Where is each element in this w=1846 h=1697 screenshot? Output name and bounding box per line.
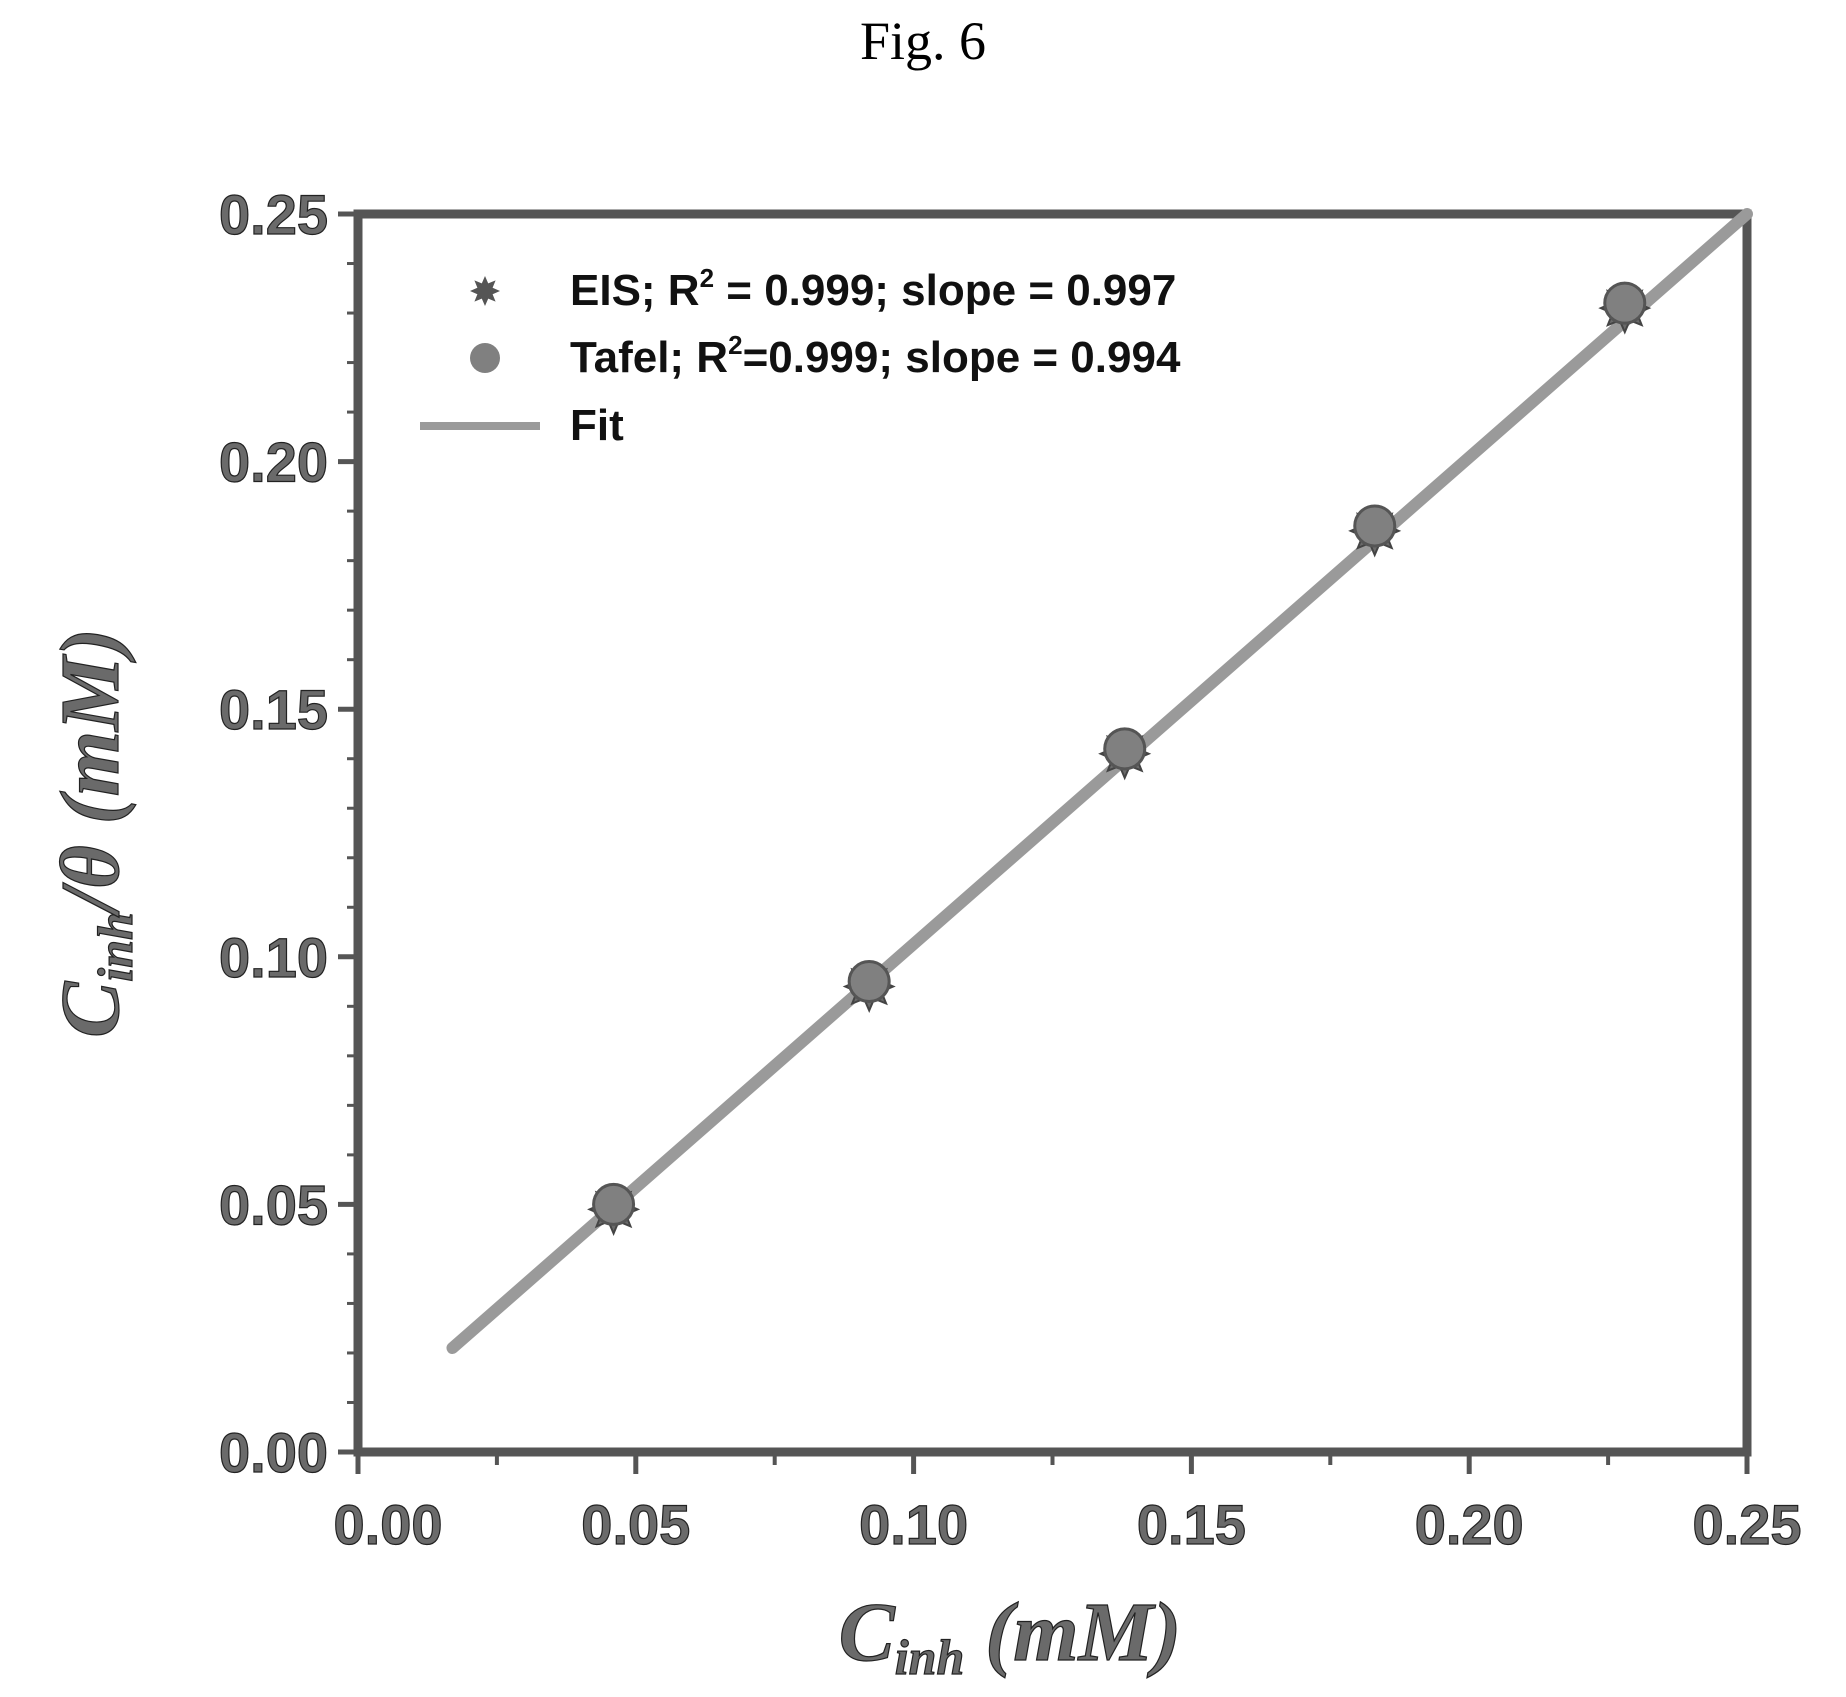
x-axis-title: Cinh (mM) — [839, 1586, 1182, 1685]
tafel-point — [1103, 727, 1147, 771]
legend-label-text: EIS; R — [570, 266, 700, 315]
y-tick-label: 0.15 — [219, 678, 328, 741]
y-tick-label: 0.05 — [219, 1173, 328, 1236]
legend-circle-icon — [470, 343, 500, 373]
legend-label-text: = 0.999; slope = 0.997 — [714, 266, 1176, 315]
y-tick-label: 0.10 — [219, 926, 328, 989]
tafel-point — [592, 1182, 636, 1226]
y-tick-label: 0.00 — [219, 1421, 328, 1484]
figure-label: Fig. 6 — [859, 11, 987, 71]
legend-label-text: =0.999; slope = 0.994 — [743, 333, 1181, 382]
y-axis-title: Cinh/θ (mM) — [44, 628, 143, 1037]
legend-label: EIS; R2 = 0.999; slope = 0.997 — [570, 263, 1176, 315]
legend-label: Fit — [570, 401, 624, 450]
fit-layer — [446, 208, 1753, 1355]
legend-star-icon — [470, 276, 500, 306]
axis-titles: Cinh (mM)Cinh/θ (mM) — [43, 628, 1182, 1686]
tafel-point — [1603, 281, 1647, 325]
x-tick-label: 0.10 — [859, 1493, 968, 1556]
legend-label-superscript: 2 — [728, 330, 742, 360]
y-tick-label: 0.20 — [219, 431, 328, 494]
x-tick-label: 0.25 — [1693, 1493, 1802, 1556]
x-axis-title-unit: (mM) — [964, 1586, 1181, 1679]
x-tick-label: 0.05 — [581, 1493, 690, 1556]
tafel-point — [847, 960, 891, 1004]
legend-label-text: Tafel; R — [570, 333, 728, 382]
x-axis-title-sub: inh — [895, 1629, 965, 1685]
y-axis-title-sub: inh — [87, 912, 143, 982]
ticks: 0.00 0.05 0.10 0.15 0.20 0.25 0.00 0.05 0.10 0.15… — [218, 182, 1802, 1556]
y-axis-title-group: Cinh/θ (mM) — [43, 628, 143, 1039]
data-points — [587, 281, 1652, 1236]
x-tick-label: 0.15 — [1137, 1493, 1246, 1556]
x-tick-label: 0.20 — [1415, 1493, 1524, 1556]
legend-label-text: Fit — [570, 401, 624, 450]
y-tick-label: 0.25 — [219, 183, 328, 246]
x-tick-label: 0.00 — [334, 1493, 443, 1556]
fit-line — [446, 208, 1753, 1355]
tafel-point — [1353, 504, 1397, 548]
x-axis-title-main: C — [839, 1586, 896, 1679]
y-axis-title-tail: /θ (mM) — [44, 628, 137, 918]
y-axis-title-main: C — [44, 981, 137, 1038]
legend-label-superscript: 2 — [700, 263, 714, 293]
legend-label: Tafel; R2=0.999; slope = 0.994 — [570, 330, 1181, 382]
